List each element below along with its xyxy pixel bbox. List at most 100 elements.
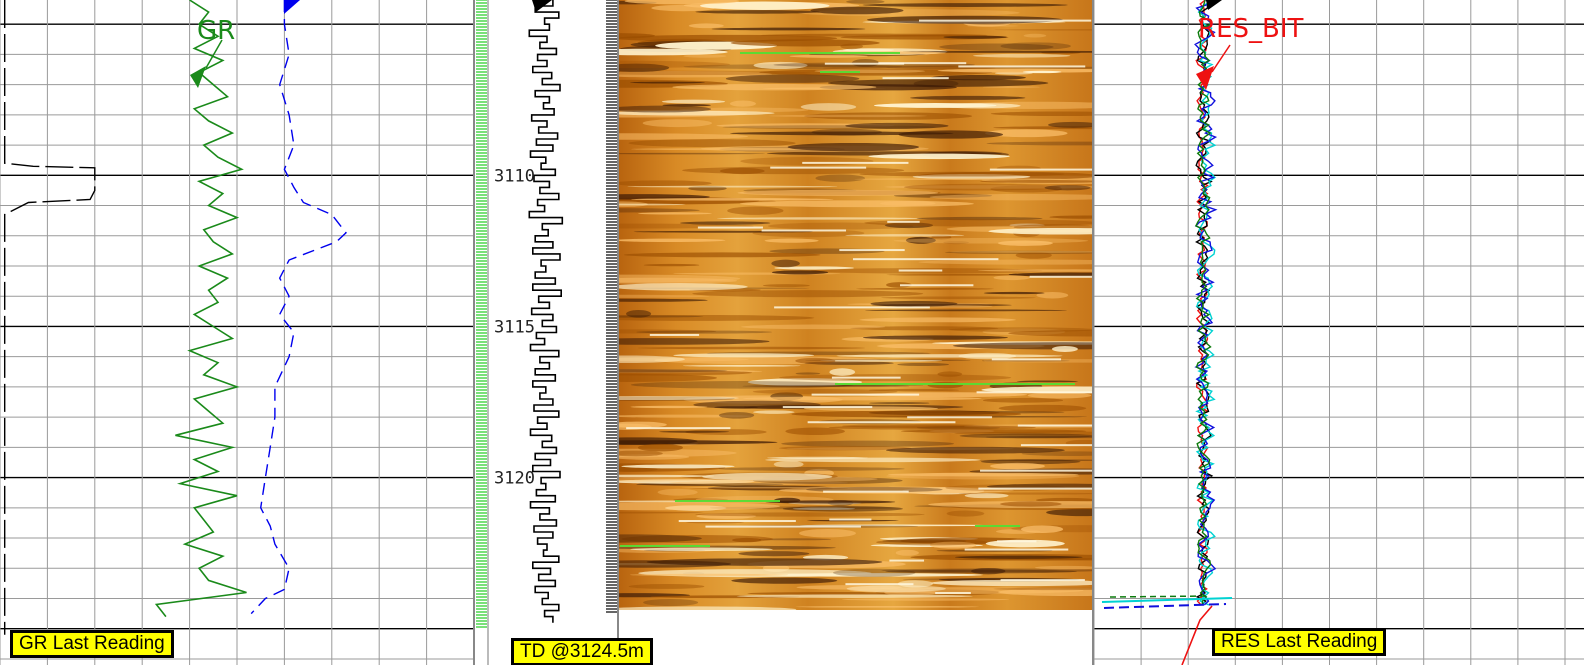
image-streak [643,263,700,267]
image-bright-line [935,592,971,595]
image-streak [642,119,713,128]
image-bright-line [918,19,1092,22]
image-streak [785,427,845,436]
image-bright-line [774,306,930,309]
image-streak [619,421,667,428]
image-streak [781,440,955,447]
image-streak [876,539,988,546]
image-streak [900,429,1087,434]
image-streak [774,266,854,270]
image-streak [719,167,765,175]
image-bright-line [705,525,861,528]
image-streak [1049,215,1092,219]
image-streak [795,372,821,375]
image-streak [619,315,704,318]
image-streak [771,259,800,268]
image-streak [630,405,708,409]
res-bit-pointer-line [1211,44,1231,73]
depth-track: 3110 3115 3120 [494,0,564,623]
image-streak [624,0,740,5]
res-bit-pointer-arrow [1196,66,1214,90]
curve-resistivity-curve-black [1195,0,1214,606]
image-streak [717,217,922,220]
image-streak [943,241,969,245]
image-streak [845,234,965,237]
image-streak [619,60,731,69]
image-streak [619,277,738,284]
image-streak [768,114,928,118]
image-streak [949,250,1092,253]
image-green-line [975,525,1020,527]
image-streak [619,474,715,478]
curve-resistivity-curve-cyan [1195,0,1217,606]
image-streak [619,450,663,457]
image-streak [997,240,1053,246]
image-streak [884,222,934,229]
image-streak [886,472,1080,480]
image-bright-line [1000,579,1085,582]
image-bright-line [882,77,949,80]
image-streak [629,573,789,576]
curve-secondary-curve [250,0,347,615]
image-streak [988,227,1092,235]
image-streak [771,270,829,275]
image-streak [637,443,683,452]
image-bright-line [824,62,905,65]
image-streak [727,206,784,215]
image-streak [681,486,918,489]
image-streak [619,479,755,484]
image-streak [742,385,909,388]
image-streak [702,472,833,481]
image-streak [897,362,950,367]
image-streak [862,335,1008,340]
gr-pointer-line [205,39,223,69]
image-streak [621,464,735,469]
image-streak [1016,380,1078,383]
image-bright-line [989,168,1092,171]
res-top-marker [1206,0,1222,10]
image-streak [740,198,791,201]
image-streak [800,103,857,111]
image-streak [980,459,1081,465]
image-streak [764,238,819,243]
image-streak [1048,121,1092,128]
resistivity-image [619,0,1092,610]
image-bright-line [770,166,867,169]
depth-label-3110: 3110 [494,166,535,186]
image-streak [868,153,1010,160]
image-streak [619,369,753,376]
image-streak [859,392,1028,398]
res-bit-tail [1181,605,1213,665]
image-streak [870,300,958,307]
image-bright-line [802,161,909,164]
image-streak [868,388,960,392]
image-streak [637,346,866,350]
image-streak [619,502,780,511]
image-streak [885,446,1065,454]
image-streak [619,71,773,78]
image-streak [736,594,973,598]
image-streak [700,1,830,10]
image-streak [729,100,756,107]
image-streak [998,404,1087,412]
curve-caliper-curve [3,0,96,635]
image-streak [623,252,821,258]
image-streak [740,156,874,166]
image-streak [714,406,758,409]
image-bright-line [811,393,920,396]
image-streak [822,65,996,71]
image-streak [730,39,880,47]
image-streak [845,122,949,129]
image-streak [619,355,685,364]
image-streak [971,567,1006,575]
image-streak [619,314,815,321]
image-streak [1051,346,1078,352]
image-bright-line [782,406,873,409]
image-streak [718,411,755,419]
image-streak [627,185,838,188]
image-streak [905,236,936,244]
image-streak [651,4,716,12]
image-streak [864,219,1092,227]
image-streak [731,577,838,584]
image-streak [718,466,905,471]
